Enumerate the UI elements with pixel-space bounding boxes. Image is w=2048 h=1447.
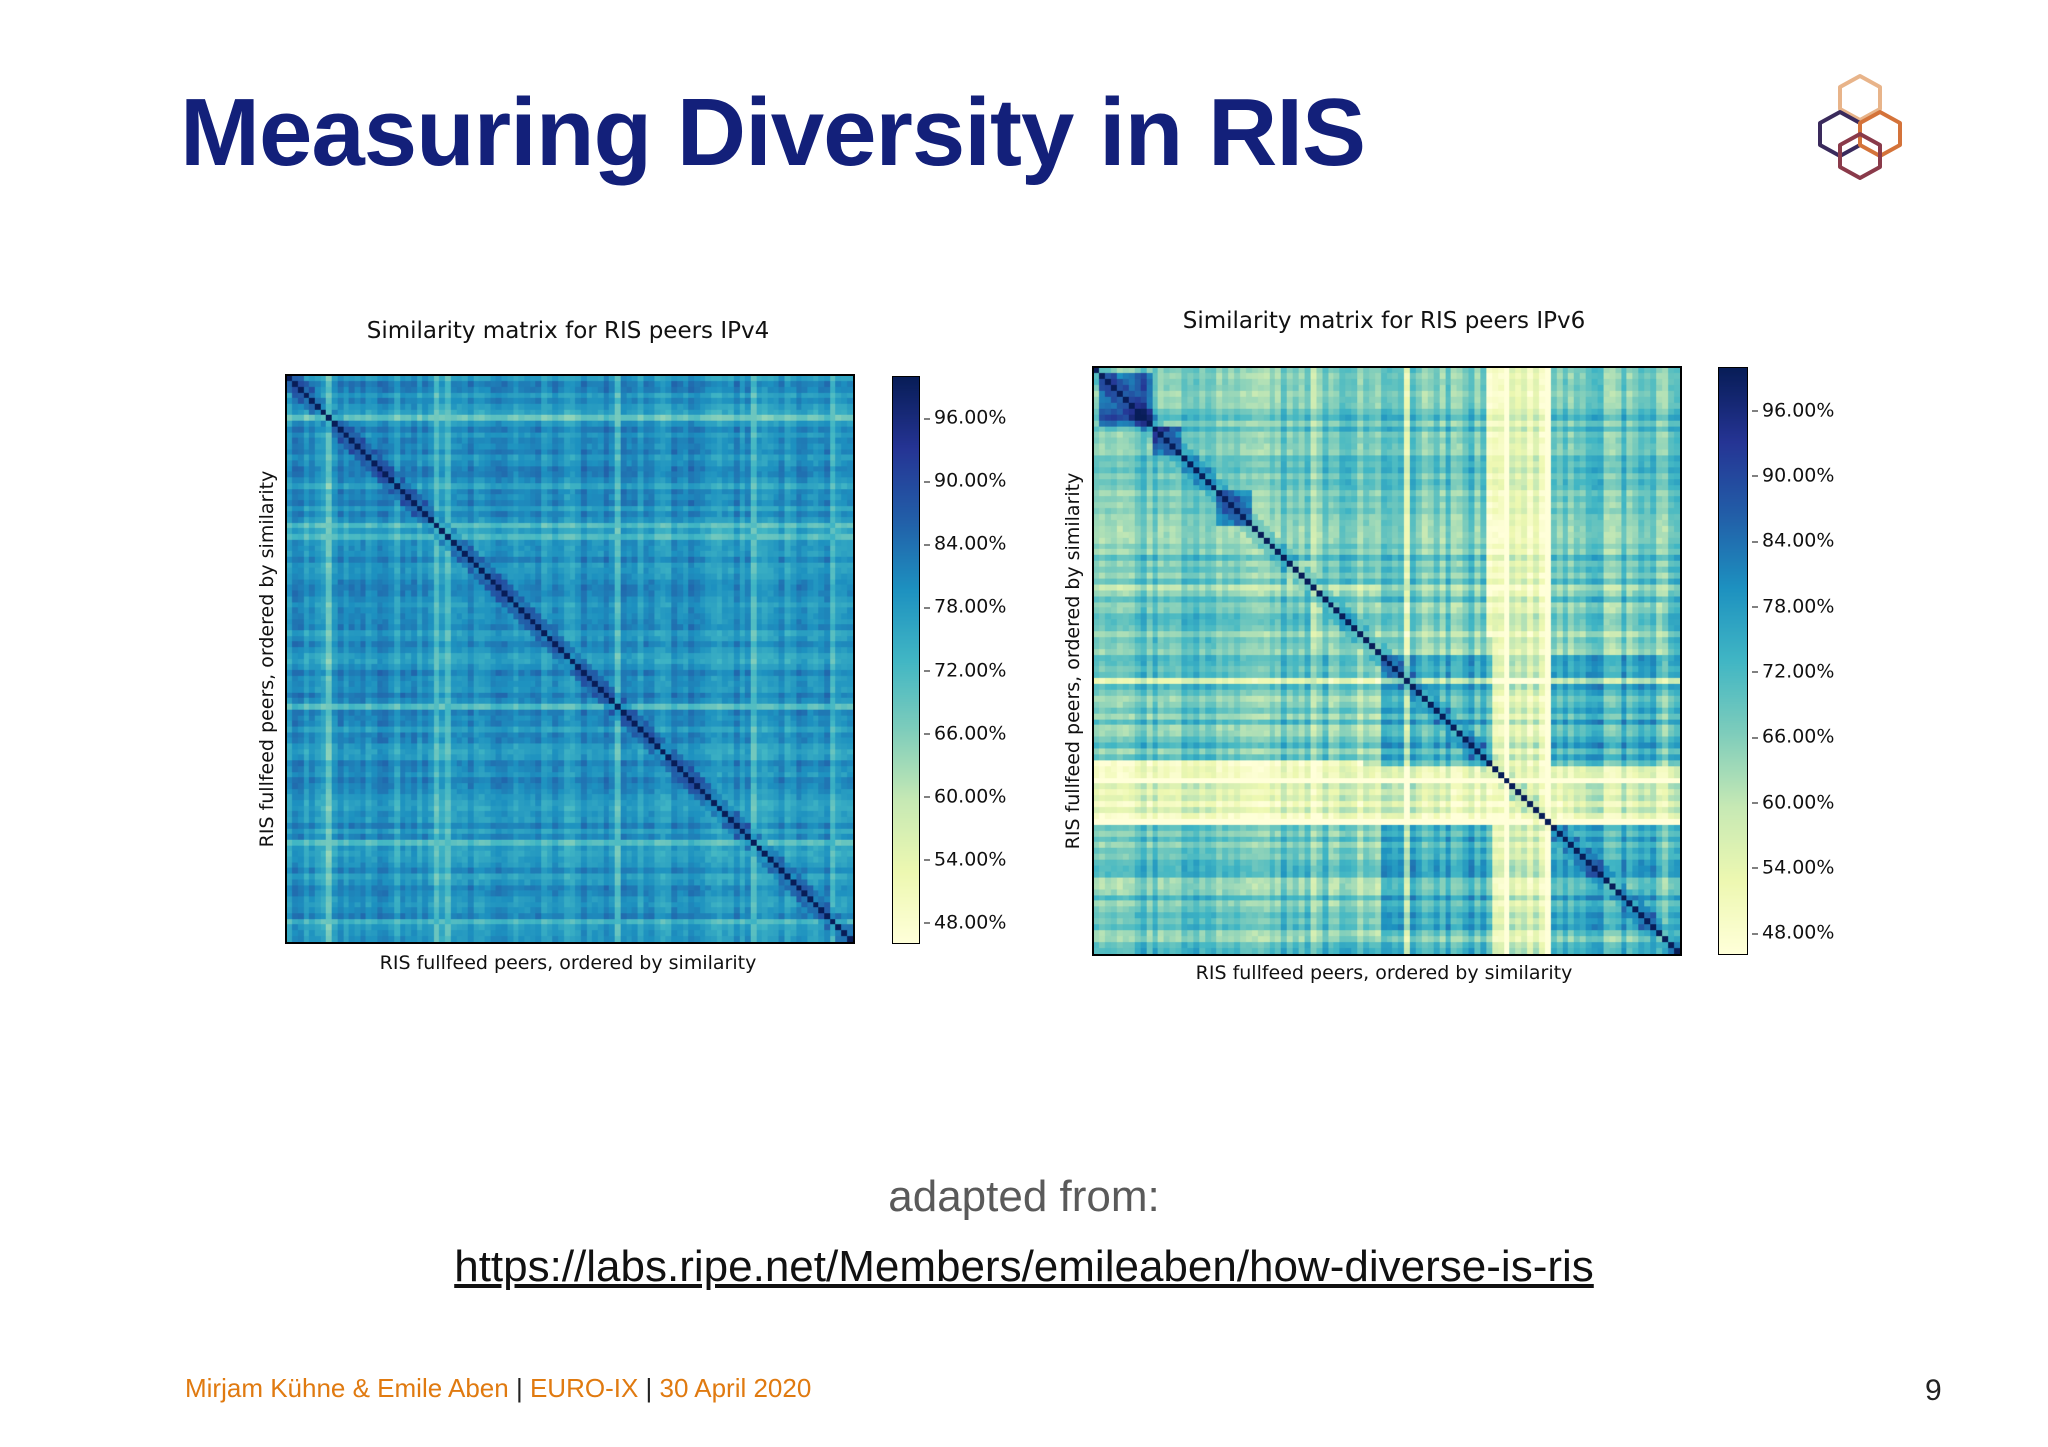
footer: Mirjam Kühne & Emile Aben | EURO-IX | 30… bbox=[185, 1373, 811, 1404]
ipv4-y-axis-label: RIS fullfeed peers, ordered by similarit… bbox=[256, 470, 278, 848]
ipv6-colorbar bbox=[1718, 367, 1748, 955]
colorbar-tick-label: 66.00% bbox=[923, 722, 1007, 745]
colorbar-tick-label: 54.00% bbox=[923, 848, 1007, 871]
colorbar-tick-label: 72.00% bbox=[923, 659, 1007, 682]
colorbar-tick-label: 54.00% bbox=[1751, 856, 1835, 879]
ipv6-plot-title: Similarity matrix for RIS peers IPv6 bbox=[1182, 308, 1586, 334]
ipv6-similarity-matrix bbox=[1092, 366, 1682, 956]
colorbar-tick-label: 96.00% bbox=[1751, 399, 1835, 422]
credit-text: adapted from: bbox=[888, 1172, 1160, 1221]
colorbar-tick-label: 72.00% bbox=[1751, 660, 1835, 683]
colorbar-tick-label: 90.00% bbox=[1751, 464, 1835, 487]
colorbar-tick-label: 66.00% bbox=[1751, 725, 1835, 748]
ipv4-colorbar bbox=[892, 376, 920, 944]
ipv4-similarity-matrix bbox=[285, 374, 855, 944]
footer-date: 30 April 2020 bbox=[659, 1373, 812, 1403]
footer-authors: Mirjam Kühne & Emile Aben bbox=[185, 1373, 509, 1403]
page-number: 9 bbox=[1925, 1374, 1942, 1407]
ipv4-plot-title: Similarity matrix for RIS peers IPv4 bbox=[366, 318, 770, 344]
ipv6-x-axis-label: RIS fullfeed peers, ordered by similarit… bbox=[1195, 962, 1573, 984]
colorbar-tick-label: 78.00% bbox=[923, 595, 1007, 618]
colorbar-tick-label: 90.00% bbox=[923, 469, 1007, 492]
colorbar-tick-label: 84.00% bbox=[923, 532, 1007, 555]
slide-title: Measuring Diversity in RIS bbox=[180, 79, 1366, 186]
footer-separator: | bbox=[515, 1373, 523, 1403]
footer-event: EURO-IX bbox=[529, 1373, 639, 1403]
colorbar-tick-label: 78.00% bbox=[1751, 595, 1835, 618]
ipv4-x-axis-label: RIS fullfeed peers, ordered by similarit… bbox=[379, 952, 757, 974]
colorbar-tick-label: 48.00% bbox=[1751, 921, 1835, 944]
footer-separator: | bbox=[645, 1373, 653, 1403]
colorbar-tick-label: 84.00% bbox=[1751, 529, 1835, 552]
ripe-ncc-hexagon-logo-icon bbox=[1818, 74, 1902, 180]
colorbar-tick-label: 96.00% bbox=[923, 406, 1007, 429]
ipv6-y-axis-label: RIS fullfeed peers, ordered by similarit… bbox=[1062, 472, 1084, 850]
source-link[interactable]: https://labs.ripe.net/Members/emileaben/… bbox=[454, 1242, 1594, 1291]
colorbar-tick-label: 48.00% bbox=[923, 911, 1007, 934]
colorbar-tick-label: 60.00% bbox=[923, 785, 1007, 808]
colorbar-tick-label: 60.00% bbox=[1751, 791, 1835, 814]
